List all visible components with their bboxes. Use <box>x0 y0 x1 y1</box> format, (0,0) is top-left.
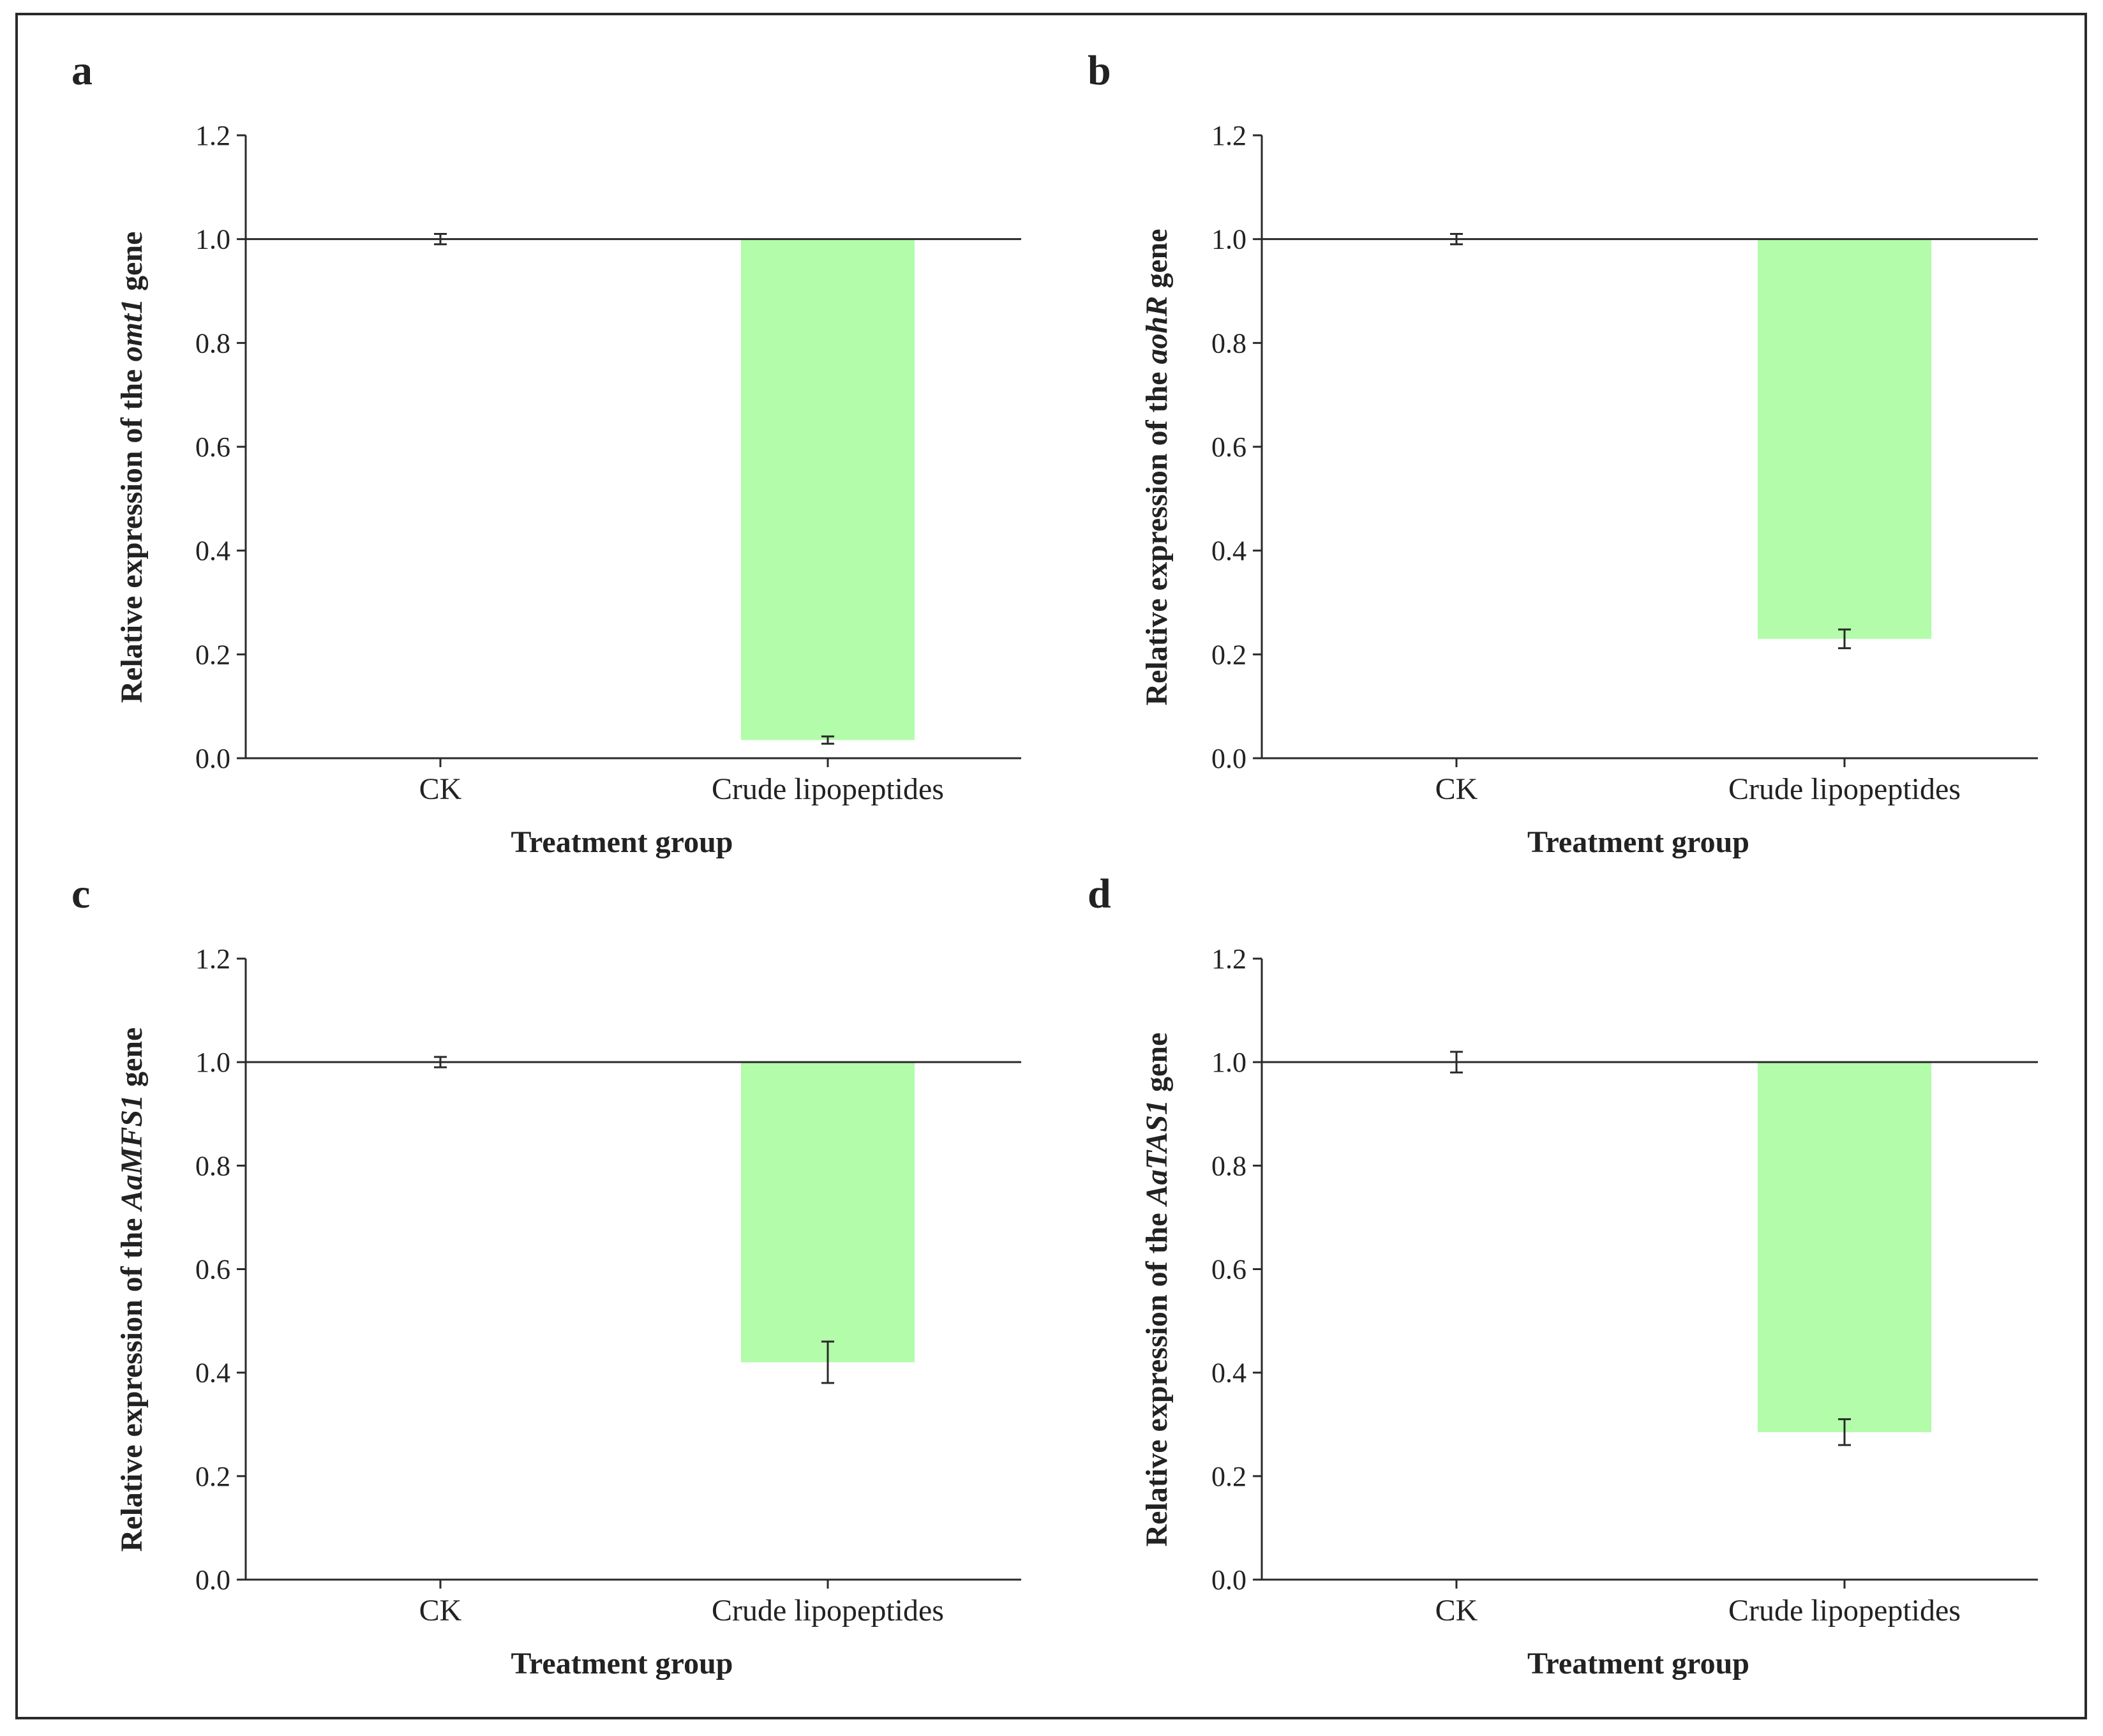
y-tick-label: 0.2 <box>195 639 230 670</box>
y-axis-title-prefix: Relative expression of the <box>1140 364 1174 706</box>
y-tick-label: 1.2 <box>1211 120 1246 151</box>
bar-crude-lipopeptides <box>1758 239 1931 639</box>
error-bar <box>1838 628 1851 650</box>
y-axis-title: Relative expression of the AaMFS1 gene <box>115 1028 149 1552</box>
y-tick-label: 0.0 <box>195 1564 230 1596</box>
y-axis-title-gene: AaMFS1 <box>115 1095 149 1212</box>
x-tick-label: Crude lipopeptides <box>712 1594 944 1627</box>
y-axis-title-prefix: Relative expression of the <box>115 361 149 703</box>
y-tick-label: 0.6 <box>1211 431 1246 463</box>
chart-panel-b: b 0.0 0.2 0.4 0.6 0.8 1.0 1.2 CK Crude lipopeptid… <box>1088 47 2038 859</box>
panel-label: d <box>1088 871 1111 917</box>
y-tick-label: 0.8 <box>1211 1150 1246 1181</box>
x-axis-title: Treatment group <box>511 825 733 859</box>
y-tick-label: 0.2 <box>195 1461 230 1492</box>
error-bar <box>1838 1418 1851 1446</box>
chart-panel-a: a 0.0 0.2 0.4 0.6 0.8 1.0 1.2 CK Crude lipopeptid… <box>71 47 1021 859</box>
figure-border <box>15 13 2087 1719</box>
error-bar <box>434 1056 447 1068</box>
y-tick-label: 1.0 <box>195 224 230 255</box>
bar-crude-lipopeptides <box>741 239 915 740</box>
y-tick-label: 1.0 <box>195 1047 230 1078</box>
y-tick-label: 0.8 <box>195 327 230 359</box>
y-tick-label: 1.0 <box>1211 224 1246 255</box>
x-tick-label: CK <box>419 1594 462 1627</box>
bar-crude-lipopeptides <box>1758 1062 1931 1432</box>
y-tick-label: 0.0 <box>1211 743 1246 774</box>
chart-panel-c: c 0.0 0.2 0.4 0.6 0.8 1.0 1.2 CK Crude lipopeptid… <box>71 871 1021 1680</box>
x-tick-label: CK <box>419 772 462 806</box>
y-axis-title: Relative expression of the aohR gene <box>1140 228 1174 705</box>
y-tick-label: 1.0 <box>1211 1047 1246 1078</box>
x-tick-label: Crude lipopeptides <box>1728 1594 1961 1627</box>
y-axis-title-gene: aohR <box>1140 296 1174 364</box>
panel-label: c <box>71 871 90 917</box>
x-axis-title: Treatment group <box>1527 825 1749 859</box>
y-axis-title-suffix: gene <box>1140 228 1174 296</box>
y-tick-label: 1.2 <box>1211 943 1246 975</box>
y-axis-title: Relative expression of the AaTAS1 gene <box>1140 1033 1174 1547</box>
y-tick-label: 0.4 <box>195 535 230 567</box>
y-tick-label: 1.2 <box>195 943 230 975</box>
y-tick-label: 0.6 <box>195 1254 230 1285</box>
y-tick-label: 0.4 <box>1211 1358 1246 1389</box>
error-bar <box>434 233 447 246</box>
y-tick-label: 0.2 <box>1211 1461 1246 1492</box>
y-tick-label: 0.6 <box>195 431 230 463</box>
x-axis-title: Treatment group <box>1527 1647 1749 1680</box>
y-tick-label: 0.8 <box>195 1150 230 1181</box>
panel-label: a <box>71 47 93 94</box>
y-axis-title-gene: omt1 <box>115 299 149 362</box>
y-axis-title-prefix: Relative expression of the <box>1140 1205 1174 1546</box>
y-axis-title: Relative expression of the omt1 gene <box>115 231 149 703</box>
y-tick-label: 0.0 <box>195 743 230 774</box>
y-axis-title-suffix: gene <box>115 231 149 298</box>
panel-label: b <box>1088 47 1111 94</box>
y-axis-title-prefix: Relative expression of the <box>115 1210 149 1552</box>
x-axis-title: Treatment group <box>511 1647 733 1680</box>
y-tick-label: 0.0 <box>1211 1564 1246 1596</box>
x-tick-label: CK <box>1435 772 1478 806</box>
chart-panel-d: d 0.0 0.2 0.4 0.6 0.8 1.0 1.2 CK Crude lipopeptid… <box>1088 871 2038 1680</box>
y-axis-title-gene: AaTAS1 <box>1140 1100 1174 1207</box>
y-tick-label: 1.2 <box>195 120 230 151</box>
y-tick-label: 0.2 <box>1211 639 1246 670</box>
y-tick-label: 0.4 <box>1211 535 1246 567</box>
x-tick-label: Crude lipopeptides <box>1728 772 1961 806</box>
error-bar <box>821 1340 834 1384</box>
y-axis-title-suffix: gene <box>1140 1033 1174 1100</box>
y-tick-label: 0.8 <box>1211 327 1246 359</box>
x-tick-label: Crude lipopeptides <box>712 772 944 806</box>
y-axis-title-suffix: gene <box>115 1028 149 1095</box>
y-tick-label: 0.6 <box>1211 1254 1246 1285</box>
error-bar <box>1450 1051 1463 1074</box>
error-bar <box>1450 233 1463 246</box>
y-tick-label: 0.4 <box>195 1358 230 1389</box>
x-tick-label: CK <box>1435 1594 1478 1627</box>
error-bar <box>821 735 834 745</box>
bar-crude-lipopeptides <box>741 1062 915 1363</box>
